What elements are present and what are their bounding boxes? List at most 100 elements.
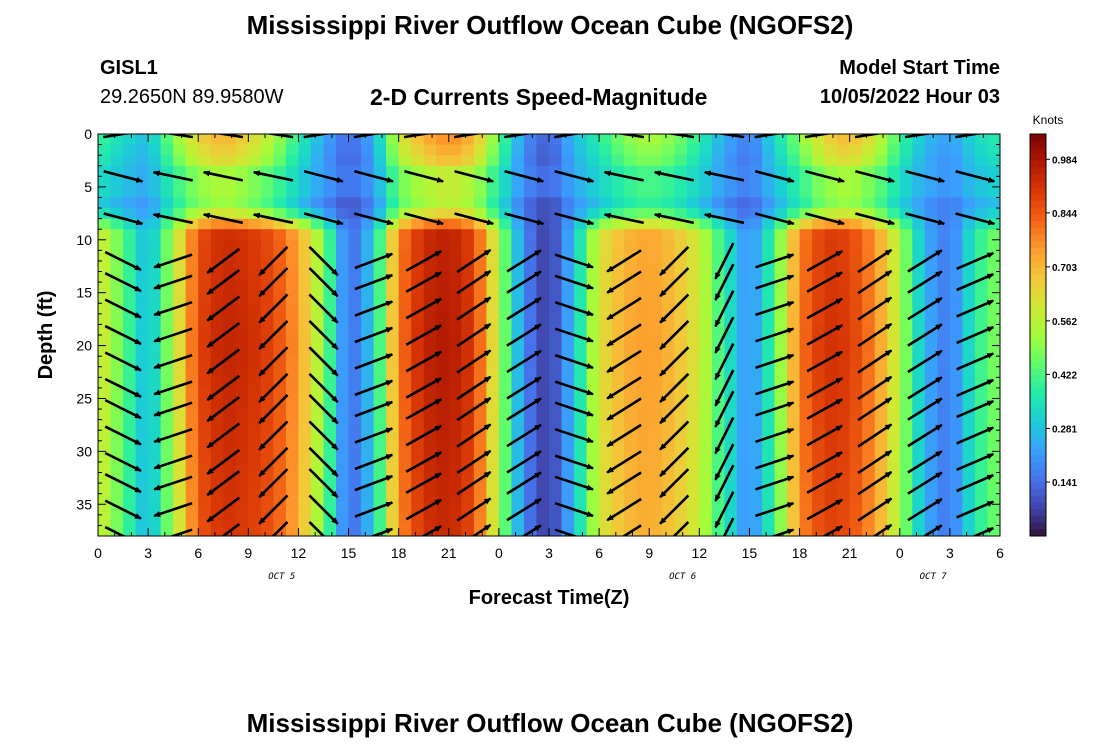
heatmap-cell [436, 377, 450, 389]
heatmap-cell [185, 218, 199, 230]
current-vector [405, 297, 443, 320]
heatmap-cell [924, 356, 938, 368]
y-tick-label: 25 [76, 390, 92, 406]
heatmap-cell [110, 218, 124, 230]
y-tick-label: 10 [76, 232, 92, 248]
heatmap-cell [373, 313, 387, 326]
heatmap-cell [386, 366, 400, 378]
heatmap-cell [361, 208, 375, 220]
heatmap-cell [774, 472, 788, 484]
heatmap-cell [135, 525, 149, 536]
heatmap-cell [561, 440, 575, 452]
heatmap-cell [699, 218, 713, 230]
heatmap-cell [198, 282, 212, 294]
heatmap-cell [987, 335, 1000, 347]
heatmap-cell [761, 176, 776, 188]
heatmap-cell [198, 514, 212, 527]
heatmap-cell [937, 409, 951, 421]
heatmap-cell [310, 134, 325, 146]
heatmap-cell [110, 239, 124, 251]
heatmap-cell [599, 292, 613, 304]
heatmap-cell [649, 144, 663, 156]
heatmap-cell [611, 398, 625, 410]
current-vector [405, 271, 443, 293]
heatmap-cell [862, 387, 876, 400]
heatmap-cell [373, 324, 387, 336]
heatmap-cell [736, 239, 751, 251]
heatmap-cell [110, 155, 124, 167]
heatmap-cell [636, 303, 650, 315]
current-vector [504, 169, 545, 183]
heatmap-cell [123, 229, 137, 241]
footer-title: Mississippi River Outflow Ocean Cube (NG… [246, 708, 854, 738]
heatmap-cell [862, 229, 876, 241]
heatmap-cell [373, 186, 387, 199]
heatmap-cell [649, 430, 663, 442]
heatmap-cell [298, 461, 312, 474]
heatmap-cell [160, 493, 174, 505]
heatmap-cell [799, 356, 813, 368]
heatmap-cell [411, 345, 425, 357]
heatmap-cell [686, 451, 700, 463]
heatmap-cell [398, 186, 412, 199]
heatmap-cell [937, 514, 951, 527]
heatmap-cell [799, 313, 813, 326]
current-vector [857, 349, 893, 374]
heatmap-cell [761, 483, 776, 495]
current-vector [755, 274, 795, 290]
heatmap-cell [310, 239, 325, 251]
heatmap-cell [549, 134, 563, 146]
heatmap-cell [110, 165, 124, 177]
heatmap-cell [736, 313, 751, 326]
heatmap-cell [561, 165, 575, 177]
heatmap-cell [461, 271, 475, 283]
heatmap-cell [862, 324, 876, 336]
heatmap-cell [123, 504, 137, 516]
colorbar-segment [1030, 522, 1046, 530]
heatmap-cell [749, 377, 763, 389]
heatmap-cell [361, 303, 375, 315]
heatmap-cell [862, 176, 876, 188]
heatmap-cell [586, 451, 600, 463]
current-vector [206, 374, 241, 401]
heatmap-cell [210, 176, 224, 188]
heatmap-cell [185, 282, 199, 294]
heatmap-cell [912, 197, 926, 209]
heatmap-cell [498, 282, 513, 294]
heatmap-cell [799, 525, 813, 536]
heatmap-cell [173, 134, 187, 146]
heatmap-cell [962, 250, 976, 262]
heatmap-cell [611, 229, 625, 241]
heatmap-cell [323, 186, 337, 199]
heatmap-cell [561, 493, 575, 505]
colorbar-segment [1030, 348, 1046, 356]
heatmap-cell [574, 165, 588, 177]
heatmap-cell [123, 514, 137, 527]
heatmap-cell [235, 239, 249, 251]
heatmap-cell [123, 440, 137, 452]
heatmap-cell [198, 356, 212, 368]
heatmap-cell [837, 324, 851, 336]
heatmap-cell [686, 419, 700, 431]
heatmap-cell [498, 250, 513, 262]
heatmap-cell [210, 430, 224, 442]
heatmap-cell [937, 430, 951, 442]
heatmap-cell [436, 313, 450, 326]
heatmap-cell [235, 250, 249, 262]
heatmap-cell [962, 472, 976, 484]
current-vector [103, 169, 144, 183]
heatmap-cell [862, 525, 876, 536]
heatmap-cell [448, 430, 462, 442]
colorbar-segment [1030, 274, 1046, 282]
heatmap-cell [874, 239, 888, 251]
heatmap-cell [761, 451, 776, 463]
heatmap-cell [336, 398, 350, 410]
heatmap-cell [774, 335, 788, 347]
heatmap-cell [498, 514, 513, 527]
heatmap-cell [461, 387, 475, 400]
heatmap-cell [511, 197, 525, 209]
heatmap-cell [235, 472, 249, 484]
current-vector [722, 517, 735, 536]
heatmap-cell [636, 250, 650, 262]
current-vector [714, 343, 735, 381]
